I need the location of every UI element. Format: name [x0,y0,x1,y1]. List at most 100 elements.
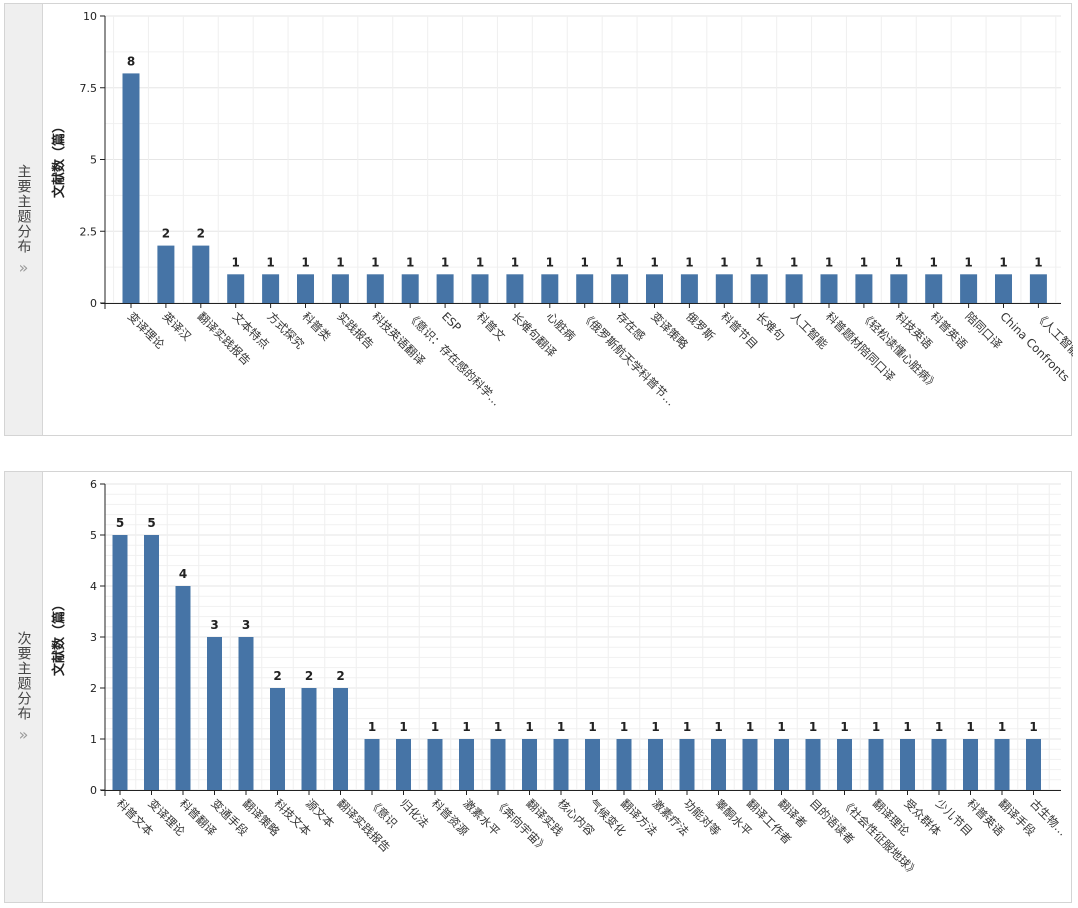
bar[interactable] [331,274,349,303]
bar[interactable] [471,274,489,303]
side-tab-label: 主要主题分布 [15,163,32,254]
bar[interactable] [711,739,726,790]
x-tick-label: 方式探究 [264,309,307,352]
bar[interactable] [900,739,915,790]
bar-value-label: 1 [476,255,484,269]
bar-value-label: 1 [755,255,763,269]
bar[interactable] [112,535,128,790]
bar-value-label: 1 [431,720,439,734]
bar[interactable] [459,739,474,790]
expand-chevron-icon[interactable]: » [18,257,29,277]
y-tick-label: 0 [90,297,97,310]
bar[interactable] [576,274,594,303]
x-tick-label: 变译策略 [648,309,691,352]
secondary-topic-bar-chart: 0123456文献数（篇）5科普文本5变译理论4科普翻译3变通手段3翻译策略2科… [51,478,1070,879]
bar[interactable] [175,586,191,790]
bar[interactable] [122,73,140,304]
bar-value-label: 1 [511,255,519,269]
side-tab-main-topic[interactable]: 主要主题分布 » [5,4,43,435]
bar-value-label: 2 [336,669,344,683]
bar[interactable] [855,274,873,303]
bar[interactable] [868,739,884,790]
bar[interactable] [611,274,629,303]
bar[interactable] [960,274,978,303]
bar[interactable] [1029,274,1047,303]
bar[interactable] [553,739,569,790]
bar[interactable] [227,274,245,303]
bar[interactable] [262,274,280,303]
bar-value-label: 1 [462,720,470,734]
y-axis-title: 文献数（篇） [51,120,67,198]
bar[interactable] [925,274,943,303]
bar[interactable] [931,739,947,790]
bar-value-label: 1 [266,255,274,269]
bar[interactable] [238,637,254,790]
x-tick-label: 科普文 [474,309,509,344]
y-tick-label: 6 [90,478,97,491]
main-topic-bar-chart: 02.557.510文献数（篇）8变译理论2英译汉2翻译实践报告1文本特点1方式… [51,10,1073,409]
bar[interactable] [994,739,1010,790]
bar-value-label: 1 [777,720,785,734]
bar-value-label: 3 [242,618,250,632]
bar[interactable] [436,274,454,303]
bar[interactable] [750,274,768,303]
bar-value-label: 1 [683,720,691,734]
x-tick-label: 变译理论 [125,309,168,352]
bar-value-label: 1 [860,255,868,269]
bar-value-label: 1 [301,255,309,269]
bar[interactable] [890,274,908,303]
x-tick-label: ESP [439,309,464,334]
bar[interactable] [364,739,380,790]
bar-value-label: 1 [406,255,414,269]
y-axis-title: 文献数（篇） [51,598,67,676]
y-tick-label: 0 [90,784,97,797]
y-tick-label: 5 [90,154,97,167]
y-tick-label: 4 [90,580,97,593]
bar-value-label: 1 [546,255,554,269]
bar[interactable] [401,274,419,303]
bar[interactable] [427,739,443,790]
bar[interactable] [680,274,698,303]
bar[interactable] [333,688,348,790]
bar[interactable] [506,274,524,303]
bar[interactable] [837,739,852,790]
bar[interactable] [1026,739,1041,790]
bar[interactable] [805,739,821,790]
bar[interactable] [616,739,632,790]
x-tick-label: 科普英语 [928,309,971,352]
bar[interactable] [490,739,506,790]
bar[interactable] [301,688,317,790]
bar-value-label: 1 [368,720,376,734]
bar[interactable] [995,274,1012,303]
bar[interactable] [963,739,978,790]
bar[interactable] [646,274,663,303]
bar[interactable] [157,245,175,303]
bar[interactable] [648,739,663,790]
bar-value-label: 2 [197,227,205,241]
bar[interactable] [820,274,838,303]
bar[interactable] [366,274,384,303]
bar-value-label: 3 [210,618,218,632]
bar[interactable] [715,274,733,303]
bar[interactable] [785,274,803,303]
x-tick-label: 实践报告 [334,309,376,351]
bar[interactable] [541,274,559,303]
bar[interactable] [396,739,411,790]
bar[interactable] [742,739,758,790]
y-tick-label: 1 [90,733,97,746]
bar[interactable] [522,739,537,790]
side-tab-secondary-topic[interactable]: 次要主题分布 » [5,472,43,902]
bar-value-label: 1 [999,255,1007,269]
y-tick-label: 5 [90,529,97,542]
bar[interactable] [192,245,210,303]
bar[interactable] [679,739,695,790]
bar-value-label: 1 [615,255,623,269]
bar-value-label: 1 [494,720,502,734]
bar[interactable] [297,274,314,303]
bar[interactable] [585,739,600,790]
expand-chevron-icon[interactable]: » [18,725,29,744]
bar[interactable] [774,739,789,790]
bar[interactable] [144,535,159,790]
bar[interactable] [207,637,222,790]
bar[interactable] [270,688,285,790]
